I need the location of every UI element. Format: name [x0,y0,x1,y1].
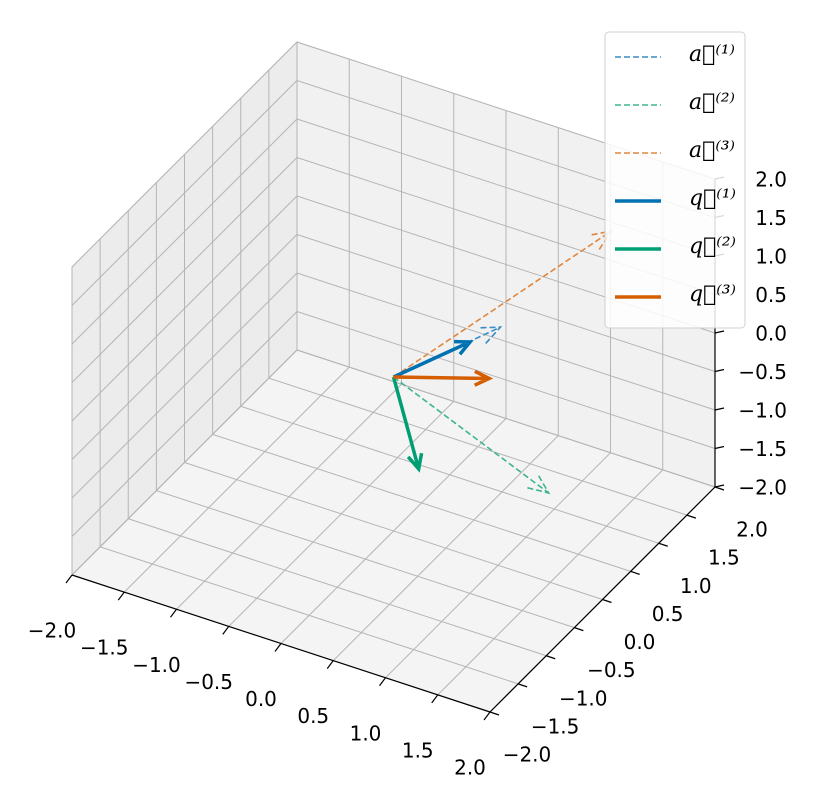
z-tick-label: 0.5 [755,283,787,307]
y-tick-label: 0.5 [652,602,684,626]
y-tick [489,711,500,716]
grid-line [240,405,659,544]
grid-line [71,41,298,268]
legend-label: q⃗⁽¹⁾ [689,186,736,211]
z-tick [714,445,725,450]
y-tick-label: 1.5 [708,546,740,570]
legend-label: q⃗⁽²⁾ [689,234,736,259]
y-tick-label: 1.0 [680,574,712,598]
y-tick-label: −2.0 [503,743,552,767]
grid-line [71,157,298,383]
arrow [393,369,494,387]
z-tick-label: −2.0 [738,476,787,500]
y-tick-label: 2.0 [736,518,768,542]
x-tick-label: 1.5 [402,738,434,762]
grid-line [99,546,519,685]
x-tick [326,660,334,669]
x-tick-label: −0.5 [184,670,233,694]
z-tick-label: 2.0 [755,168,787,192]
grid-line [71,195,298,422]
z-tick [714,330,725,334]
z-tick-label: 1.0 [755,245,787,269]
z-tick [714,407,725,411]
x-tick-label: 0.0 [245,687,277,711]
x-tick [274,643,282,652]
x-tick-label: 1.0 [350,721,382,745]
x-tick [483,711,491,721]
legend-label: a⃗⁽²⁾ [689,90,735,115]
z-tick [714,484,725,488]
y-tick [658,542,668,547]
y-tick [546,655,556,660]
grid-line [71,118,298,345]
y-tick [574,627,584,632]
y-tick [630,570,640,575]
y-tick [686,514,697,519]
x-tick-label: −1.0 [132,653,181,677]
x-tick-label: 0.5 [297,704,329,728]
z-tick-label: −0.5 [738,360,787,384]
grid-line [296,272,716,411]
legend-label: a⃗⁽¹⁾ [689,42,735,67]
grid-line [71,80,298,306]
grid-line [296,234,716,372]
grid-line [268,377,688,516]
y-tick-label: −1.0 [559,686,608,710]
z-tick-label: −1.0 [738,399,787,423]
y-tick-label: 0.0 [624,630,656,654]
z-tick [714,368,725,373]
arrow [392,339,474,379]
x-tick [65,574,73,584]
x-tick-label: −1.5 [80,636,129,660]
x-tick [379,677,386,687]
y-tick-label: −1.5 [531,714,580,738]
grid-line [71,311,298,537]
z-tick-label: 0.0 [755,322,787,346]
y-tick [714,486,725,491]
x-tick [170,608,177,618]
grid-line [71,234,298,460]
x-tick [431,694,439,704]
legend: a⃗⁽¹⁾ a⃗⁽²⁾ a⃗⁽³⁾ q⃗⁽¹⁾ q⃗⁽²⁾ q⃗⁽³⁾ [604,31,746,329]
grid-line [296,311,716,449]
grid-line [128,518,547,657]
y-tick [517,683,528,688]
x-tick [222,626,230,635]
z-tick-label: −1.5 [738,437,787,461]
legend-label: q⃗⁽³⁾ [689,282,736,307]
x-tick-label: −2.0 [28,619,77,643]
y-tick-label: −0.5 [587,658,636,682]
grid-line [156,490,575,629]
grid-line [296,349,716,488]
grid-line [184,462,603,600]
legend-box [604,31,746,329]
arrow [391,376,424,473]
x-tick-label: 2.0 [454,756,486,780]
grid-line [212,433,631,572]
grid-line [71,349,298,576]
grid-line [71,272,298,499]
z-tick-label: 1.5 [755,206,787,230]
legend-label: a⃗⁽³⁾ [689,138,735,163]
y-tick [602,598,612,604]
x-tick [117,591,125,601]
arrow [393,376,551,495]
